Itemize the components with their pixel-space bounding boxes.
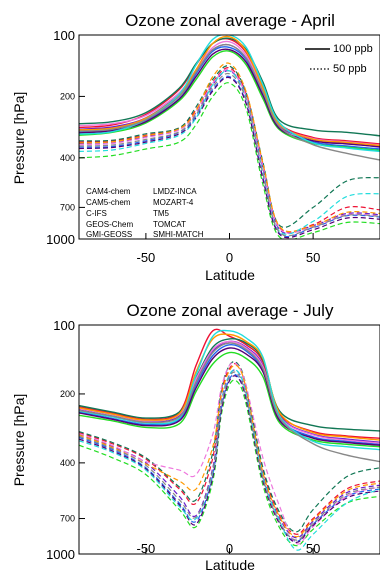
contour-50ppb-c-ifs-april <box>79 67 380 233</box>
model-label-smhi-match: SMHI-MATCH <box>153 230 204 239</box>
contour-50ppb-smhi-match-july <box>79 371 380 541</box>
plot-area-july <box>78 324 380 555</box>
model-label-tomcat: TOMCAT <box>153 220 186 229</box>
y-tick-label-1000-july: 1000 <box>46 547 75 562</box>
x-tick-label--50-april: -50 <box>136 250 155 265</box>
y-axis-label-july: Pressure [hPa] <box>11 394 27 487</box>
y-tick-label-700-april: 700 <box>60 202 75 212</box>
contour-100ppb-mozart-4-april <box>79 48 380 148</box>
contour-50ppb-c-ifs-july <box>79 363 380 535</box>
legend-label-100ppb: 100 ppb <box>333 43 373 55</box>
x-tick-label-50-july: 50 <box>306 541 320 556</box>
contour-lines-april <box>79 35 380 239</box>
contour-100ppb-smhi-match-april <box>79 43 380 161</box>
chart-title-april: Ozone zonal average - April <box>125 11 335 30</box>
y-tick-label-100-april: 100 <box>53 28 75 43</box>
contour-100ppb-tm5-april <box>79 35 380 147</box>
x-ticks-july: -50 0 50 <box>136 541 320 556</box>
contour-100ppb-gmi-geoss-july <box>79 351 380 448</box>
y-axis-label-april: Pressure [hPa] <box>11 92 27 185</box>
x-tick-label--50-july: -50 <box>136 541 155 556</box>
y-tick-label-200-april: 200 <box>60 91 75 101</box>
contour-50ppb-cam4-chem-july <box>79 369 380 539</box>
model-label-cam4-chem: CAM4-chem <box>86 187 131 196</box>
legend: 100 ppb 50 ppb <box>305 43 373 75</box>
y-ticks-july: 100 200 400 700 1000 <box>46 318 85 562</box>
x-tick-label-50-april: 50 <box>306 250 320 265</box>
contour-50ppb-cam4-chem-april <box>79 70 380 235</box>
contour-100ppb-geos-chem-july <box>79 338 380 432</box>
model-label-tm5: TM5 <box>153 209 170 218</box>
y-tick-label-400-july: 400 <box>60 458 75 468</box>
contour-100ppb-c-ifs-july <box>79 328 380 439</box>
contour-50ppb-gmi-geoss-april <box>79 82 380 239</box>
contour-100ppb-mozart-4-july <box>79 347 380 446</box>
y-tick-label-700-july: 700 <box>60 514 75 524</box>
contour-50ppb-cam5-chem-april <box>79 75 380 238</box>
y-tick-label-400-april: 400 <box>60 153 75 163</box>
contour-50ppb-tm5-april <box>79 62 380 233</box>
y-tick-label-1000-april: 1000 <box>46 232 75 247</box>
model-label-mozart-4: MOZART-4 <box>153 198 194 207</box>
contour-100ppb-cam4-chem-july <box>79 340 380 443</box>
contour-100ppb-c-ifs-april <box>79 38 380 145</box>
plot-area-april <box>78 34 380 240</box>
model-label-geos-chem: GEOS-Chem <box>86 220 133 229</box>
contour-50ppb-tomcat-april <box>79 69 380 235</box>
model-label-gmi-geoss: GMI-GEOSS <box>86 230 132 239</box>
chart-title-july: Ozone zonal average - July <box>127 301 334 320</box>
model-label-lmdz-inca: LMDZ-INCA <box>153 187 197 196</box>
contour-100ppb-cam5-chem-july <box>79 343 380 445</box>
x-tick-label-0-july: 0 <box>226 541 233 556</box>
contour-100ppb-geos-chem-april <box>79 37 380 137</box>
contour-50ppb-gmi-geoss-july <box>79 379 380 547</box>
model-label-c-ifs: C-IFS <box>86 209 107 218</box>
contour-50ppb-geos-chem-april <box>79 65 380 228</box>
contour-50ppb-mozart-4-july <box>79 375 380 544</box>
contour-50ppb-tm5-july <box>79 364 380 538</box>
x-axis-label-april: Latitude <box>205 267 255 283</box>
contour-50ppb-smhi-match-april <box>79 72 380 237</box>
y-tick-label-200-july: 200 <box>60 389 75 399</box>
y-tick-label-100-july: 100 <box>53 318 75 333</box>
contour-100ppb-lmdz-inca-july <box>79 340 380 444</box>
model-key: CAM4-chem CAM5-chem C-IFS GEOS-Chem GMI-… <box>86 187 204 239</box>
y-ticks-april: 100 200 400 700 1000 <box>46 28 85 247</box>
contour-50ppb-tomcat-july <box>79 369 380 551</box>
contour-50ppb-lmdz-inca-july <box>79 361 380 545</box>
contour-lines-july <box>79 328 380 551</box>
legend-label-50ppb: 50 ppb <box>333 63 367 75</box>
panel-april: Ozone zonal average - April 100 200 400 700… <box>11 11 380 283</box>
x-axis-label-july: Latitude <box>205 557 255 572</box>
contour-50ppb-mozart-4-april <box>79 76 380 239</box>
contour-50ppb-geos-chem-july <box>79 361 380 533</box>
panel-july: Ozone zonal average - July 1002004007001… <box>11 301 380 572</box>
contour-100ppb-tm5-july <box>79 333 380 441</box>
contour-100ppb-smhi-match-july <box>79 342 380 463</box>
model-label-cam5-chem: CAM5-chem <box>86 198 131 207</box>
x-tick-label-0-april: 0 <box>226 250 233 265</box>
x-ticks-april: -50 0 50 <box>136 233 320 265</box>
